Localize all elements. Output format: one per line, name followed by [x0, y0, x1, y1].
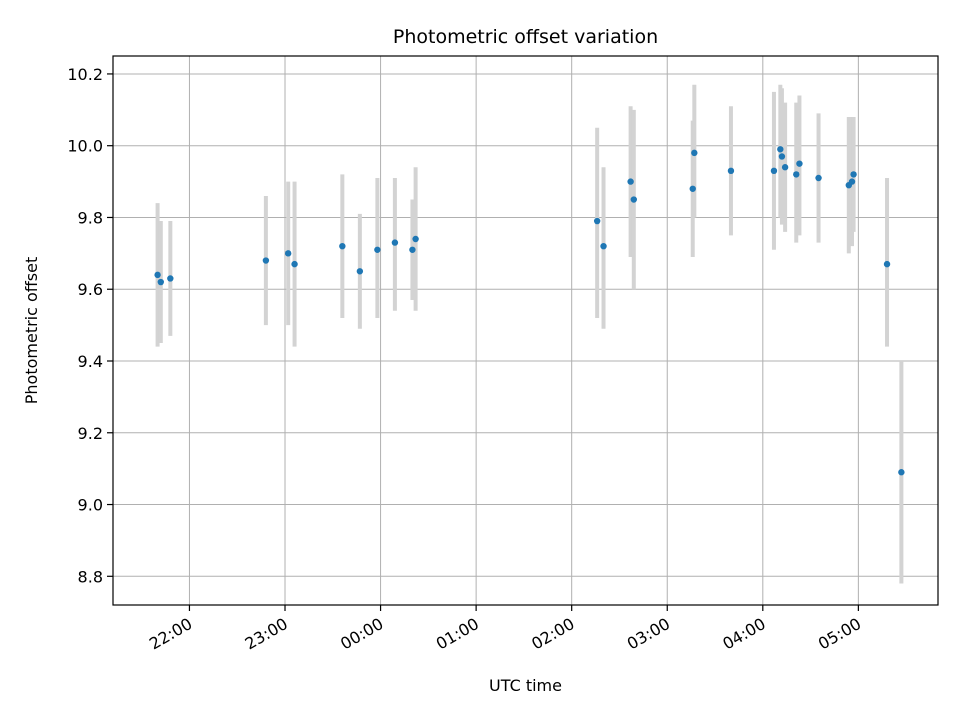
y-tick-label: 9.6	[78, 280, 103, 299]
data-point	[374, 246, 381, 253]
data-point	[412, 235, 419, 243]
data-point	[291, 260, 298, 268]
data-point	[883, 260, 891, 268]
data-point	[627, 178, 634, 185]
data-point	[600, 242, 607, 250]
data-point	[898, 469, 905, 476]
data-point	[770, 167, 778, 175]
plot-frame	[112, 55, 939, 606]
data-point	[796, 160, 803, 167]
y-tick-label: 8.8	[78, 567, 103, 586]
data-point	[593, 217, 601, 225]
chart-title: Photometric offset variation	[393, 26, 658, 48]
y-tick-label: 10.2	[67, 65, 103, 84]
data-point	[157, 278, 164, 286]
data-point	[781, 164, 789, 171]
data-point	[815, 174, 822, 182]
data-point	[630, 196, 638, 203]
y-tick-label: 9.8	[78, 208, 103, 227]
data-point	[848, 178, 856, 185]
data-point	[727, 167, 735, 175]
data-point	[689, 185, 696, 192]
data-point	[339, 242, 346, 250]
data-point	[284, 250, 292, 257]
data-point	[262, 257, 270, 264]
y-tick-label: 9.0	[78, 496, 103, 515]
data-point	[778, 153, 786, 160]
data-point	[409, 246, 416, 253]
data-points	[154, 146, 905, 476]
y-tick-label: 10.0	[67, 137, 103, 156]
y-axis-label: Photometric offset	[22, 257, 41, 405]
y-tick-label: 9.2	[78, 424, 103, 443]
data-point	[691, 149, 698, 157]
x-axis-label: UTC time	[489, 676, 562, 695]
data-point	[356, 268, 364, 275]
y-tick-label: 9.4	[78, 352, 103, 371]
data-point	[391, 239, 399, 246]
data-point	[777, 146, 784, 153]
y-axis-ticks: 8.8 9.0 9.2 9.4 9.6 9.8 10.0 10.2	[67, 65, 113, 586]
data-point	[167, 275, 174, 282]
data-point	[793, 171, 800, 178]
data-point	[154, 271, 161, 279]
data-point	[850, 171, 857, 178]
